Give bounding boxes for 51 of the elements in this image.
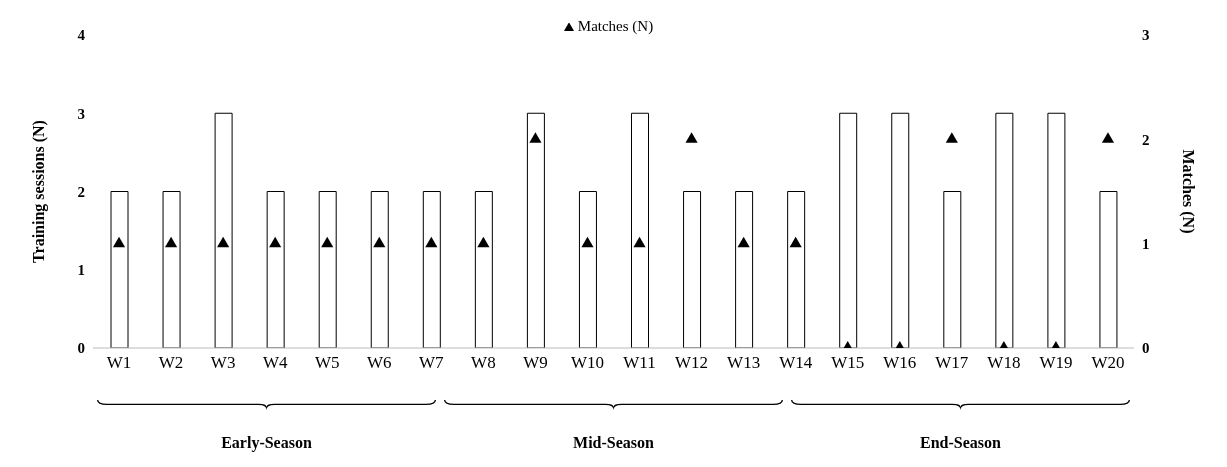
x-tick-label: W14 [779, 353, 813, 373]
point [633, 236, 646, 248]
x-tick-label: W3 [210, 353, 236, 373]
y2-axis-title: Matches (N) [1179, 149, 1198, 234]
x-tick-label: W18 [987, 353, 1021, 373]
y-tick-label: 2 [77, 183, 85, 200]
x-tick-label: W7 [419, 353, 445, 373]
point [373, 236, 386, 248]
point [477, 236, 490, 248]
point [165, 236, 178, 248]
y2-tick-label: 1 [1142, 235, 1150, 252]
point [737, 236, 750, 248]
y-axis-title: Training sessions (N) [29, 120, 48, 263]
y2-tick-label: 2 [1142, 131, 1150, 148]
y-tick-label: 4 [77, 27, 86, 44]
point [945, 132, 958, 143]
x-tick-label: W17 [935, 353, 969, 373]
point [529, 132, 542, 143]
y-tick-label: 1 [77, 262, 85, 279]
x-tick-label: W6 [367, 353, 392, 373]
point [789, 236, 802, 248]
x-tick-label: W4 [262, 353, 288, 373]
x-tick-label: W15 [831, 353, 865, 373]
x-tick-label: W9 [523, 353, 548, 373]
x-tick-label: W16 [883, 353, 917, 373]
x-tick-label: W5 [314, 353, 340, 373]
x-tick-label: W11 [623, 353, 656, 373]
text: End-Season [920, 434, 1002, 451]
point [581, 236, 594, 248]
point [269, 236, 282, 248]
x-tick-label: W10 [570, 353, 604, 373]
text: Early-Season [221, 434, 312, 452]
point [685, 132, 698, 143]
x-tick-label: W1 [106, 353, 132, 373]
y-tick-label: 0 [77, 340, 85, 357]
x-tick-label: W20 [1091, 353, 1125, 373]
point [321, 236, 334, 248]
y2-tick-label: 3 [1142, 27, 1150, 44]
y2-tick-label: 0 [1142, 340, 1150, 357]
legend-label: Matches (N) [577, 18, 654, 34]
x-tick-label: W19 [1039, 353, 1073, 373]
point [217, 236, 230, 248]
y-tick-label: 3 [77, 105, 85, 122]
point [112, 236, 126, 248]
x-tick-label: W13 [727, 353, 761, 373]
x-tick-label: W8 [471, 353, 496, 373]
point [425, 236, 438, 248]
x-tick-label: W2 [158, 353, 184, 373]
x-tick-label: W12 [675, 353, 709, 373]
point [1101, 132, 1115, 143]
text: Mid-Season [573, 434, 655, 451]
